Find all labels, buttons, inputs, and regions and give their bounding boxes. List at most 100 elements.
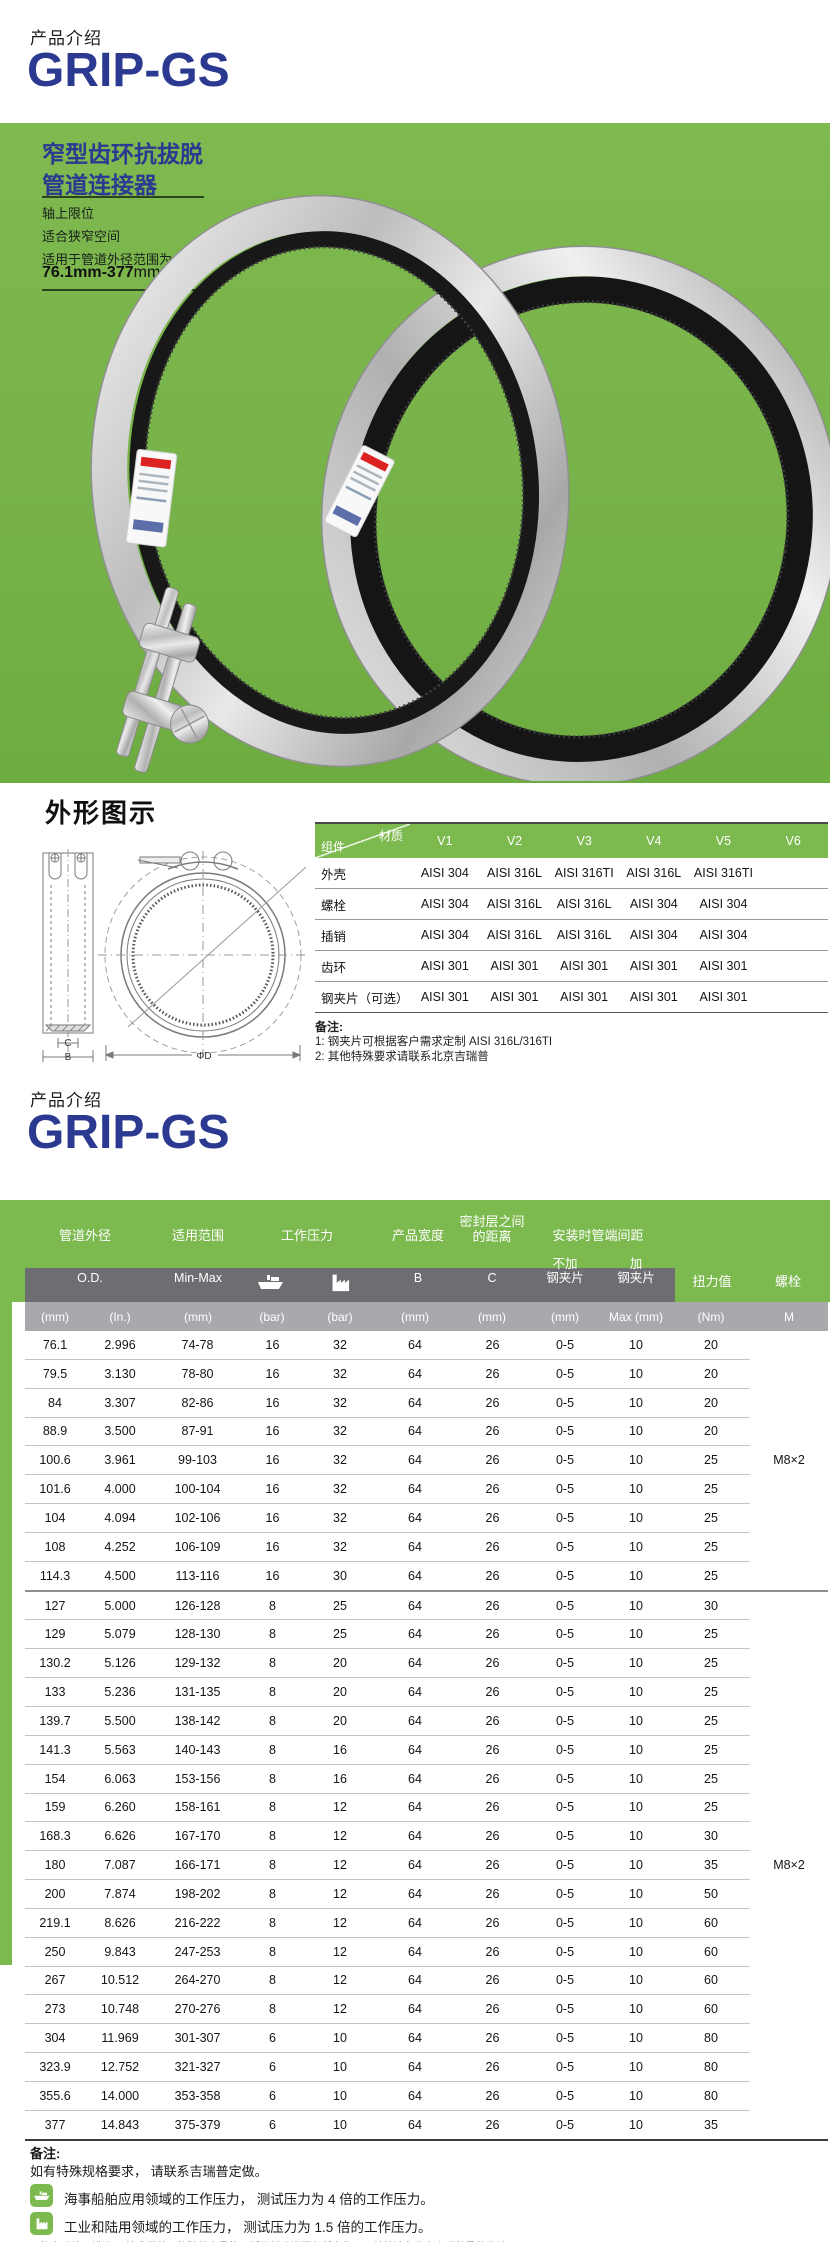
cell: 106-109 — [155, 1532, 240, 1562]
cell — [758, 981, 828, 1013]
cell: 4.094 — [85, 1503, 155, 1533]
cell: 20 — [672, 1359, 750, 1389]
component-label: 钢夹片（可选） — [315, 981, 410, 1013]
group-header-pressure: 工作压力 — [280, 1228, 334, 1243]
cell: 25 — [305, 1619, 375, 1650]
table-row: 104 4.094 102-106 16 32 64 26 0-5 10 25 — [25, 1503, 828, 1533]
cell: 158-161 — [155, 1793, 240, 1823]
group-header-bolt: 螺栓 — [774, 1274, 802, 1289]
cell: 10 — [600, 1503, 672, 1533]
cell: 64 — [375, 1764, 455, 1794]
cell: 26 — [455, 1417, 530, 1447]
cell: 10 — [600, 1735, 672, 1765]
hero-feature: 轴上限位 — [42, 206, 95, 221]
diameter-range-unit: mm — [133, 264, 161, 281]
unit-label: (mm) — [401, 1309, 429, 1324]
cell: 0-5 — [530, 2023, 600, 2054]
cell: 32 — [305, 1503, 375, 1533]
cell: 10.512 — [85, 1966, 155, 1996]
cell: 153-156 — [155, 1764, 240, 1794]
cell: 25 — [672, 1764, 750, 1794]
cell: 12 — [305, 1793, 375, 1823]
cell: 12 — [305, 1821, 375, 1852]
cell — [750, 2081, 828, 2110]
cell: 32 — [305, 1445, 375, 1476]
unit-label: (mm) — [184, 1309, 212, 1324]
table-row: 168.3 6.626 167-170 8 12 64 26 0-5 10 30 — [25, 1821, 828, 1852]
cell: 0-5 — [530, 2081, 600, 2111]
cell: 64 — [375, 1619, 455, 1650]
cell: AISI 304 — [410, 919, 480, 951]
cell: 10 — [305, 2023, 375, 2054]
hero-title-line1: 窄型齿环抗拔脱 — [42, 141, 203, 167]
cell: 25 — [305, 1590, 375, 1621]
cell: 64 — [375, 1908, 455, 1938]
cell: 26 — [455, 1735, 530, 1765]
cell: 64 — [375, 1994, 455, 2025]
cell: 60 — [672, 1994, 750, 2025]
clamp-ring-front — [90, 194, 570, 774]
cell — [750, 1793, 828, 1822]
cell: 99-103 — [155, 1445, 240, 1476]
column-header: V1 — [410, 823, 480, 858]
cell: 16 — [240, 1445, 305, 1476]
cell: 20 — [305, 1648, 375, 1679]
cell: 8.626 — [85, 1908, 155, 1938]
cell: 0-5 — [530, 1937, 600, 1967]
cell: 26 — [455, 1908, 530, 1938]
hero-title-line2: 管道连接器 — [42, 172, 157, 198]
cell: 26 — [455, 1764, 530, 1794]
cell: 26 — [455, 1879, 530, 1909]
cell: 26 — [455, 2081, 530, 2111]
cell: 377 — [25, 2110, 85, 2141]
cell: 10 — [600, 1417, 672, 1447]
cell: 8 — [240, 1879, 305, 1909]
cell: 0-5 — [530, 2110, 600, 2141]
cell: 0-5 — [530, 1879, 600, 1909]
cell — [750, 1591, 828, 1620]
materials-header-row: 材质 组件 V1 V2 V3 V4 V5 V6 — [315, 823, 828, 858]
cell: AISI 301 — [479, 981, 550, 1013]
cell: AISI 304 — [688, 888, 759, 920]
cell: 16 — [240, 1388, 305, 1418]
cell: 16 — [305, 1764, 375, 1794]
cell: 10 — [600, 2023, 672, 2054]
cell: 64 — [375, 1821, 455, 1852]
cell: 5.500 — [85, 1706, 155, 1736]
cell: 6.260 — [85, 1793, 155, 1823]
cell: 64 — [375, 1706, 455, 1736]
cell: 0-5 — [530, 1417, 600, 1447]
subheader-b: B — [413, 1271, 423, 1285]
cell: 64 — [375, 1966, 455, 1996]
cell — [750, 1504, 828, 1533]
cell: 0-5 — [530, 1619, 600, 1650]
divider — [42, 196, 204, 198]
table-row: 114.3 4.500 113-116 16 30 64 26 0-5 10 25 — [25, 1561, 828, 1592]
cell: 129-132 — [155, 1648, 240, 1679]
cell: AISI 304 — [410, 858, 480, 889]
cell: AISI 301 — [618, 950, 689, 982]
table-row: 螺栓 AISI 304 AISI 316L AISI 316L AISI 304 AISI… — [315, 888, 828, 920]
note-item: 2: 其他特殊要求请联系北京吉瑞普 — [315, 1051, 489, 1063]
cell: AISI 304 — [410, 888, 480, 920]
cell: AISI 301 — [618, 981, 689, 1013]
cell: 64 — [375, 1331, 455, 1360]
table-row: 219.1 8.626 216-222 8 12 64 26 0-5 10 60 — [25, 1908, 828, 1938]
cell: 25 — [672, 1445, 750, 1476]
cell: 323.9 — [25, 2052, 85, 2082]
cell: 159 — [25, 1793, 85, 1823]
cell: 16 — [240, 1331, 305, 1360]
cell: 64 — [375, 1793, 455, 1823]
component-label: 螺栓 — [315, 888, 410, 920]
cell: 0-5 — [530, 1388, 600, 1418]
cell: 35 — [672, 1850, 750, 1881]
unit-label: (mm) — [478, 1309, 506, 1324]
cell: 16 — [240, 1474, 305, 1505]
cell: 10 — [600, 1677, 672, 1707]
unit-label: M — [784, 1309, 794, 1324]
cell: 273 — [25, 1994, 85, 2025]
cell: 10 — [600, 1445, 672, 1476]
cell: 26 — [455, 1706, 530, 1736]
cell: 6.063 — [85, 1764, 155, 1794]
unit-label: Max (mm) — [609, 1309, 663, 1324]
